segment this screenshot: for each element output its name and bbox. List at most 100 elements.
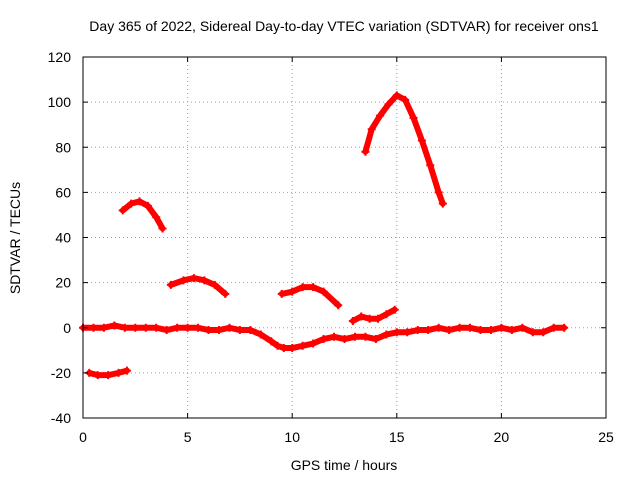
data-point (120, 323, 129, 332)
x-tick-label: 15 (389, 429, 405, 445)
series-arc-peak-55 (118, 197, 167, 233)
data-point (194, 323, 203, 332)
data-point (367, 125, 376, 134)
data-point (122, 366, 131, 375)
data-point (162, 326, 171, 335)
data-point (135, 197, 144, 206)
data-point (189, 274, 198, 283)
data-point (298, 341, 307, 350)
data-point (141, 323, 150, 332)
data-point (434, 188, 443, 197)
data-point (403, 328, 412, 337)
data-point (152, 213, 161, 222)
data-point (476, 326, 485, 335)
data-point (434, 323, 443, 332)
grid (83, 57, 606, 418)
data-point (382, 330, 391, 339)
y-tick-label: -40 (51, 410, 71, 426)
data-point (267, 337, 276, 346)
axis-ticks: 0 5 10 15 20 25 -40 -20 0 20 40 60 80 100 120 (48, 49, 614, 445)
data-point (560, 323, 569, 332)
data-point (497, 323, 506, 332)
y-tick-label: 60 (55, 184, 71, 200)
y-tick-label: 0 (63, 320, 71, 336)
data-point (371, 335, 380, 344)
data-point (417, 136, 426, 145)
data-point (127, 199, 136, 208)
data-point (152, 323, 161, 332)
data-point (288, 287, 297, 296)
data-point (445, 326, 454, 335)
data-point (173, 323, 182, 332)
data-point (225, 323, 234, 332)
data-point (361, 332, 370, 341)
data-point (256, 330, 265, 339)
data-point (334, 301, 343, 310)
y-tick-label: 100 (48, 94, 72, 110)
data-point (246, 326, 255, 335)
x-tick-label: 10 (284, 429, 300, 445)
data-point (365, 314, 374, 323)
data-point (110, 321, 119, 330)
x-tick-label: 25 (598, 429, 614, 445)
data-point (390, 305, 399, 314)
series-trace (119, 198, 166, 232)
data-point (319, 335, 328, 344)
data-point (277, 289, 286, 298)
data-point (357, 312, 366, 321)
data-point (279, 344, 288, 353)
data-point (539, 328, 548, 337)
series-arc-peak-21 (166, 274, 230, 298)
data-series (79, 91, 569, 380)
data-point (455, 323, 464, 332)
data-point (288, 344, 297, 353)
series-arc-peak-18 (277, 283, 343, 310)
y-tick-label: 120 (48, 49, 72, 65)
data-point (166, 280, 175, 289)
data-point (200, 276, 209, 285)
y-tick-label: -20 (51, 365, 71, 381)
y-tick-label: 80 (55, 139, 71, 155)
series-arc-small-rise (348, 305, 399, 325)
data-point (382, 310, 391, 319)
data-point (348, 316, 357, 325)
data-point (114, 368, 123, 377)
data-point (361, 147, 370, 156)
data-point (401, 95, 410, 104)
data-point (392, 91, 401, 100)
data-point (210, 280, 219, 289)
x-axis-label: GPS time / hours (291, 457, 398, 473)
data-point (204, 326, 213, 335)
data-point (273, 341, 282, 350)
data-point (118, 206, 127, 215)
data-point (528, 328, 537, 337)
data-point (93, 371, 102, 380)
y-tick-label: 20 (55, 275, 71, 291)
data-point (376, 111, 385, 120)
data-point (424, 326, 433, 335)
data-point (319, 287, 328, 296)
data-point (507, 326, 516, 335)
data-point (183, 323, 192, 332)
data-point (549, 323, 558, 332)
data-point (438, 199, 447, 208)
data-point (426, 161, 435, 170)
y-tick-label: 40 (55, 230, 71, 246)
x-tick-label: 5 (184, 429, 192, 445)
data-point (466, 323, 475, 332)
data-point (158, 224, 167, 233)
data-point (486, 326, 495, 335)
data-point (89, 323, 98, 332)
data-point (309, 283, 318, 292)
data-point (214, 326, 223, 335)
data-point (179, 276, 188, 285)
data-point (298, 283, 307, 292)
data-point (221, 289, 230, 298)
series-arc-peak-103 (361, 91, 447, 208)
y-axis-label: SDTVAR / TECUs (7, 182, 23, 294)
data-point (413, 326, 422, 335)
data-point (235, 326, 244, 335)
data-point (392, 328, 401, 337)
